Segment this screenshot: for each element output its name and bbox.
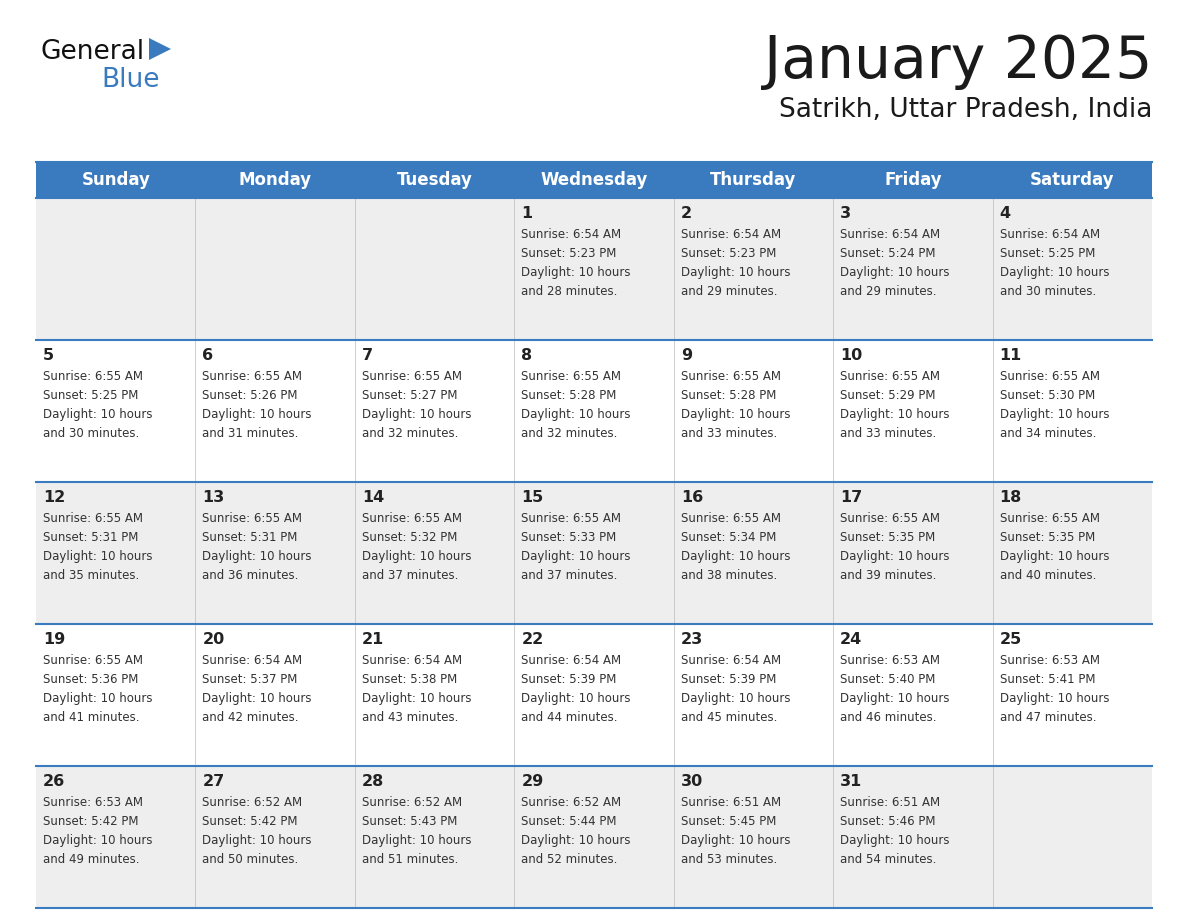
Text: Sunrise: 6:55 AM
Sunset: 5:33 PM
Daylight: 10 hours
and 37 minutes.: Sunrise: 6:55 AM Sunset: 5:33 PM Dayligh…: [522, 512, 631, 582]
Text: Sunrise: 6:55 AM
Sunset: 5:25 PM
Daylight: 10 hours
and 30 minutes.: Sunrise: 6:55 AM Sunset: 5:25 PM Dayligh…: [43, 370, 152, 440]
Text: January 2025: January 2025: [764, 33, 1152, 91]
Text: 22: 22: [522, 632, 544, 647]
Text: Sunrise: 6:51 AM
Sunset: 5:46 PM
Daylight: 10 hours
and 54 minutes.: Sunrise: 6:51 AM Sunset: 5:46 PM Dayligh…: [840, 796, 949, 866]
Text: Wednesday: Wednesday: [541, 171, 647, 189]
Text: Sunrise: 6:51 AM
Sunset: 5:45 PM
Daylight: 10 hours
and 53 minutes.: Sunrise: 6:51 AM Sunset: 5:45 PM Dayligh…: [681, 796, 790, 866]
Text: 6: 6: [202, 348, 214, 363]
Text: Sunrise: 6:55 AM
Sunset: 5:26 PM
Daylight: 10 hours
and 31 minutes.: Sunrise: 6:55 AM Sunset: 5:26 PM Dayligh…: [202, 370, 312, 440]
Text: 19: 19: [43, 632, 65, 647]
Text: 12: 12: [43, 490, 65, 505]
Text: Sunrise: 6:55 AM
Sunset: 5:31 PM
Daylight: 10 hours
and 35 minutes.: Sunrise: 6:55 AM Sunset: 5:31 PM Dayligh…: [43, 512, 152, 582]
Text: 26: 26: [43, 774, 65, 789]
Text: Sunrise: 6:55 AM
Sunset: 5:30 PM
Daylight: 10 hours
and 34 minutes.: Sunrise: 6:55 AM Sunset: 5:30 PM Dayligh…: [999, 370, 1110, 440]
Text: Sunrise: 6:52 AM
Sunset: 5:42 PM
Daylight: 10 hours
and 50 minutes.: Sunrise: 6:52 AM Sunset: 5:42 PM Dayligh…: [202, 796, 312, 866]
Text: 27: 27: [202, 774, 225, 789]
Text: 15: 15: [522, 490, 544, 505]
Text: Sunrise: 6:54 AM
Sunset: 5:23 PM
Daylight: 10 hours
and 29 minutes.: Sunrise: 6:54 AM Sunset: 5:23 PM Dayligh…: [681, 228, 790, 298]
Text: Sunrise: 6:55 AM
Sunset: 5:28 PM
Daylight: 10 hours
and 33 minutes.: Sunrise: 6:55 AM Sunset: 5:28 PM Dayligh…: [681, 370, 790, 440]
Text: 25: 25: [999, 632, 1022, 647]
Text: Sunrise: 6:55 AM
Sunset: 5:29 PM
Daylight: 10 hours
and 33 minutes.: Sunrise: 6:55 AM Sunset: 5:29 PM Dayligh…: [840, 370, 949, 440]
Text: Thursday: Thursday: [710, 171, 797, 189]
Text: Sunrise: 6:54 AM
Sunset: 5:24 PM
Daylight: 10 hours
and 29 minutes.: Sunrise: 6:54 AM Sunset: 5:24 PM Dayligh…: [840, 228, 949, 298]
Text: 5: 5: [43, 348, 55, 363]
Text: Sunrise: 6:55 AM
Sunset: 5:32 PM
Daylight: 10 hours
and 37 minutes.: Sunrise: 6:55 AM Sunset: 5:32 PM Dayligh…: [362, 512, 472, 582]
Text: Sunrise: 6:54 AM
Sunset: 5:25 PM
Daylight: 10 hours
and 30 minutes.: Sunrise: 6:54 AM Sunset: 5:25 PM Dayligh…: [999, 228, 1110, 298]
Text: 9: 9: [681, 348, 691, 363]
Text: Satrikh, Uttar Pradesh, India: Satrikh, Uttar Pradesh, India: [778, 97, 1152, 123]
Bar: [36, 482, 1152, 624]
Text: Sunrise: 6:55 AM
Sunset: 5:34 PM
Daylight: 10 hours
and 38 minutes.: Sunrise: 6:55 AM Sunset: 5:34 PM Dayligh…: [681, 512, 790, 582]
Text: 28: 28: [362, 774, 384, 789]
Text: Sunrise: 6:54 AM
Sunset: 5:37 PM
Daylight: 10 hours
and 42 minutes.: Sunrise: 6:54 AM Sunset: 5:37 PM Dayligh…: [202, 654, 312, 724]
Text: 20: 20: [202, 632, 225, 647]
Text: 8: 8: [522, 348, 532, 363]
Text: Tuesday: Tuesday: [397, 171, 473, 189]
Text: 21: 21: [362, 632, 384, 647]
Text: 7: 7: [362, 348, 373, 363]
Text: 10: 10: [840, 348, 862, 363]
Text: 13: 13: [202, 490, 225, 505]
Bar: [36, 624, 1152, 766]
Text: Sunrise: 6:54 AM
Sunset: 5:23 PM
Daylight: 10 hours
and 28 minutes.: Sunrise: 6:54 AM Sunset: 5:23 PM Dayligh…: [522, 228, 631, 298]
Bar: [36, 198, 1152, 340]
Text: Sunrise: 6:55 AM
Sunset: 5:27 PM
Daylight: 10 hours
and 32 minutes.: Sunrise: 6:55 AM Sunset: 5:27 PM Dayligh…: [362, 370, 472, 440]
Text: 17: 17: [840, 490, 862, 505]
Text: Sunday: Sunday: [81, 171, 150, 189]
Text: Friday: Friday: [884, 171, 942, 189]
Text: 14: 14: [362, 490, 384, 505]
Text: Sunrise: 6:52 AM
Sunset: 5:44 PM
Daylight: 10 hours
and 52 minutes.: Sunrise: 6:52 AM Sunset: 5:44 PM Dayligh…: [522, 796, 631, 866]
Text: 18: 18: [999, 490, 1022, 505]
Text: 2: 2: [681, 206, 691, 221]
Text: Blue: Blue: [101, 67, 159, 93]
Text: Sunrise: 6:54 AM
Sunset: 5:38 PM
Daylight: 10 hours
and 43 minutes.: Sunrise: 6:54 AM Sunset: 5:38 PM Dayligh…: [362, 654, 472, 724]
Text: 16: 16: [681, 490, 703, 505]
Text: Monday: Monday: [239, 171, 311, 189]
Text: 1: 1: [522, 206, 532, 221]
Text: Sunrise: 6:53 AM
Sunset: 5:40 PM
Daylight: 10 hours
and 46 minutes.: Sunrise: 6:53 AM Sunset: 5:40 PM Dayligh…: [840, 654, 949, 724]
Text: Sunrise: 6:55 AM
Sunset: 5:35 PM
Daylight: 10 hours
and 40 minutes.: Sunrise: 6:55 AM Sunset: 5:35 PM Dayligh…: [999, 512, 1110, 582]
Text: General: General: [40, 39, 144, 65]
Text: Sunrise: 6:55 AM
Sunset: 5:36 PM
Daylight: 10 hours
and 41 minutes.: Sunrise: 6:55 AM Sunset: 5:36 PM Dayligh…: [43, 654, 152, 724]
Text: Sunrise: 6:54 AM
Sunset: 5:39 PM
Daylight: 10 hours
and 45 minutes.: Sunrise: 6:54 AM Sunset: 5:39 PM Dayligh…: [681, 654, 790, 724]
Text: Saturday: Saturday: [1030, 171, 1114, 189]
Text: Sunrise: 6:53 AM
Sunset: 5:41 PM
Daylight: 10 hours
and 47 minutes.: Sunrise: 6:53 AM Sunset: 5:41 PM Dayligh…: [999, 654, 1110, 724]
Text: 31: 31: [840, 774, 862, 789]
Text: Sunrise: 6:54 AM
Sunset: 5:39 PM
Daylight: 10 hours
and 44 minutes.: Sunrise: 6:54 AM Sunset: 5:39 PM Dayligh…: [522, 654, 631, 724]
Text: 11: 11: [999, 348, 1022, 363]
Text: Sunrise: 6:53 AM
Sunset: 5:42 PM
Daylight: 10 hours
and 49 minutes.: Sunrise: 6:53 AM Sunset: 5:42 PM Dayligh…: [43, 796, 152, 866]
Text: Sunrise: 6:55 AM
Sunset: 5:31 PM
Daylight: 10 hours
and 36 minutes.: Sunrise: 6:55 AM Sunset: 5:31 PM Dayligh…: [202, 512, 312, 582]
Text: Sunrise: 6:55 AM
Sunset: 5:35 PM
Daylight: 10 hours
and 39 minutes.: Sunrise: 6:55 AM Sunset: 5:35 PM Dayligh…: [840, 512, 949, 582]
Text: 30: 30: [681, 774, 703, 789]
Text: Sunrise: 6:55 AM
Sunset: 5:28 PM
Daylight: 10 hours
and 32 minutes.: Sunrise: 6:55 AM Sunset: 5:28 PM Dayligh…: [522, 370, 631, 440]
Text: 3: 3: [840, 206, 852, 221]
Text: 4: 4: [999, 206, 1011, 221]
Bar: [36, 162, 1152, 198]
Bar: [36, 340, 1152, 482]
Text: 24: 24: [840, 632, 862, 647]
Text: 29: 29: [522, 774, 544, 789]
Polygon shape: [148, 38, 171, 60]
Bar: [36, 766, 1152, 908]
Text: Sunrise: 6:52 AM
Sunset: 5:43 PM
Daylight: 10 hours
and 51 minutes.: Sunrise: 6:52 AM Sunset: 5:43 PM Dayligh…: [362, 796, 472, 866]
Text: 23: 23: [681, 632, 703, 647]
